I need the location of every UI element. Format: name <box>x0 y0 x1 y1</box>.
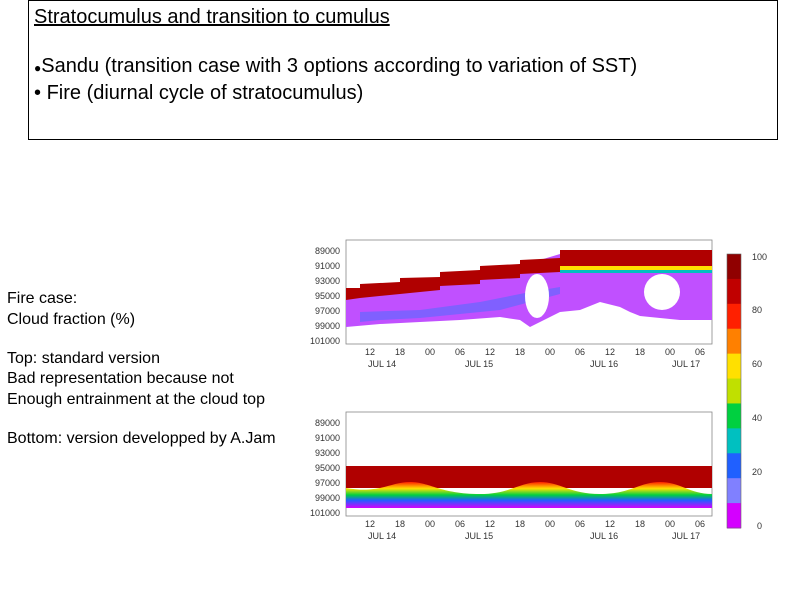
bottom-xtick: 06 <box>575 519 585 529</box>
top-xtick: 06 <box>695 347 705 357</box>
top-xtick: 06 <box>455 347 465 357</box>
top-xdate: JUL 16 <box>590 359 618 369</box>
bottom-xtick: 12 <box>485 519 495 529</box>
top-xtick: 06 <box>575 347 585 357</box>
colorbar-segment <box>727 453 741 479</box>
top-yellow-edge <box>560 266 712 270</box>
bottom-ytick: 91000 <box>315 433 340 443</box>
top-xtick: 18 <box>395 347 405 357</box>
bullet-marker: • <box>34 82 42 104</box>
bottom-xtick: 18 <box>395 519 405 529</box>
top-ytick: 99000 <box>315 321 340 331</box>
top-ytick: 93000 <box>315 276 340 286</box>
bottom-version-label: Bottom: version developped by A.Jam <box>7 430 276 447</box>
bottom-xtick: 00 <box>665 519 675 529</box>
top-xtick: 18 <box>635 347 645 357</box>
top-xtick: 00 <box>425 347 435 357</box>
bullet-sandu: ●Sandu (transition case with 3 options a… <box>34 55 637 78</box>
bottom-xtick: 00 <box>545 519 555 529</box>
bad-representation-label: Bad representation because not <box>7 370 234 387</box>
cloud-fraction-plots: 89000 91000 93000 95000 97000 99000 1010… <box>310 239 713 541</box>
top-x-axis: 12 18 00 06 12 18 00 06 12 18 00 06 JUL … <box>365 347 705 369</box>
bottom-ytick: 99000 <box>315 493 340 503</box>
top-xtick: 00 <box>665 347 675 357</box>
bottom-xtick: 18 <box>635 519 645 529</box>
top-blue-region <box>360 287 560 322</box>
bottom-ytick: 97000 <box>315 478 340 488</box>
colorbar-segment <box>727 378 741 404</box>
bottom-ytick: 93000 <box>315 448 340 458</box>
bottom-gradient-band <box>346 482 712 508</box>
top-cyan-edge <box>560 270 712 273</box>
colorbar-segment <box>727 278 741 305</box>
bottom-ytick: 89000 <box>315 418 340 428</box>
top-y-axis: 89000 91000 93000 95000 97000 99000 1010… <box>310 246 340 346</box>
bottom-xtick: 12 <box>605 519 615 529</box>
bottom-xdate: JUL 16 <box>590 531 618 541</box>
bottom-xtick: 06 <box>695 519 705 529</box>
colorbar-segment <box>727 254 741 280</box>
bottom-ytick: 101000 <box>310 508 340 518</box>
colorbar: 100 80 60 40 20 0 <box>726 252 767 531</box>
bullet-marker: ● <box>34 61 42 75</box>
colorbar-tick: 60 <box>752 359 762 369</box>
top-red-band <box>346 250 712 300</box>
top-xdate: JUL 14 <box>368 359 396 369</box>
colorbar-segment <box>727 328 741 355</box>
fire-case-label: Fire case: <box>7 290 78 307</box>
colorbar-tick: 100 <box>752 252 767 262</box>
slide-title: Stratocumulus and transition to cumulus <box>34 6 390 28</box>
cloud-fraction-label: Cloud fraction (%) <box>7 311 136 328</box>
entrainment-label: Enough entrainment at the cloud top <box>7 391 265 408</box>
top-clear-hole-1 <box>525 274 549 318</box>
colorbar-segment <box>727 428 741 454</box>
bottom-xtick: 06 <box>455 519 465 529</box>
bullet-text: Fire (diurnal cycle of stratocumulus) <box>41 82 364 104</box>
bottom-xtick: 18 <box>515 519 525 529</box>
colorbar-segment <box>727 303 741 330</box>
colorbar-segment <box>727 403 741 429</box>
text-box <box>28 0 778 140</box>
bottom-xdate: JUL 14 <box>368 531 396 541</box>
top-ytick: 91000 <box>315 261 340 271</box>
colorbar-segment <box>727 353 741 380</box>
colorbar-frame <box>726 253 742 529</box>
bottom-x-axis: 12 18 00 06 12 18 00 06 12 18 00 06 JUL … <box>365 519 705 541</box>
bottom-red-band <box>346 466 712 488</box>
top-heatmap: 89000 91000 93000 95000 97000 99000 1010… <box>310 239 713 369</box>
colorbar-segment <box>727 478 741 504</box>
bottom-y-axis: 89000 91000 93000 95000 97000 99000 1010… <box>310 418 340 518</box>
top-xdate: JUL 15 <box>465 359 493 369</box>
colorbar-segment <box>727 503 741 529</box>
bottom-xdate: JUL 17 <box>672 531 700 541</box>
bottom-ytick: 95000 <box>315 463 340 473</box>
bullet-text: Sandu (transition case with 3 options ac… <box>41 55 638 77</box>
top-ytick: 101000 <box>310 336 340 346</box>
colorbar-segments <box>727 254 741 529</box>
bottom-xtick: 12 <box>365 519 375 529</box>
colorbar-tick: 20 <box>752 467 762 477</box>
colorbar-tick: 40 <box>752 413 762 423</box>
top-clear-hole-2 <box>644 274 680 310</box>
top-ytick: 95000 <box>315 291 340 301</box>
bottom-xtick: 00 <box>425 519 435 529</box>
top-xtick: 12 <box>485 347 495 357</box>
top-version-label: Top: standard version <box>7 350 160 367</box>
bottom-xdate: JUL 15 <box>465 531 493 541</box>
top-xtick: 12 <box>605 347 615 357</box>
top-ytick: 97000 <box>315 306 340 316</box>
colorbar-tick: 0 <box>757 521 762 531</box>
top-xdate: JUL 17 <box>672 359 700 369</box>
top-xtick: 00 <box>545 347 555 357</box>
bottom-heatmap: 89000 91000 93000 95000 97000 99000 1010… <box>310 411 713 541</box>
colorbar-tick: 80 <box>752 305 762 315</box>
top-xtick: 12 <box>365 347 375 357</box>
top-ytick: 89000 <box>315 246 340 256</box>
top-xtick: 18 <box>515 347 525 357</box>
bullet-fire: • Fire (diurnal cycle of stratocumulus) <box>34 82 363 105</box>
